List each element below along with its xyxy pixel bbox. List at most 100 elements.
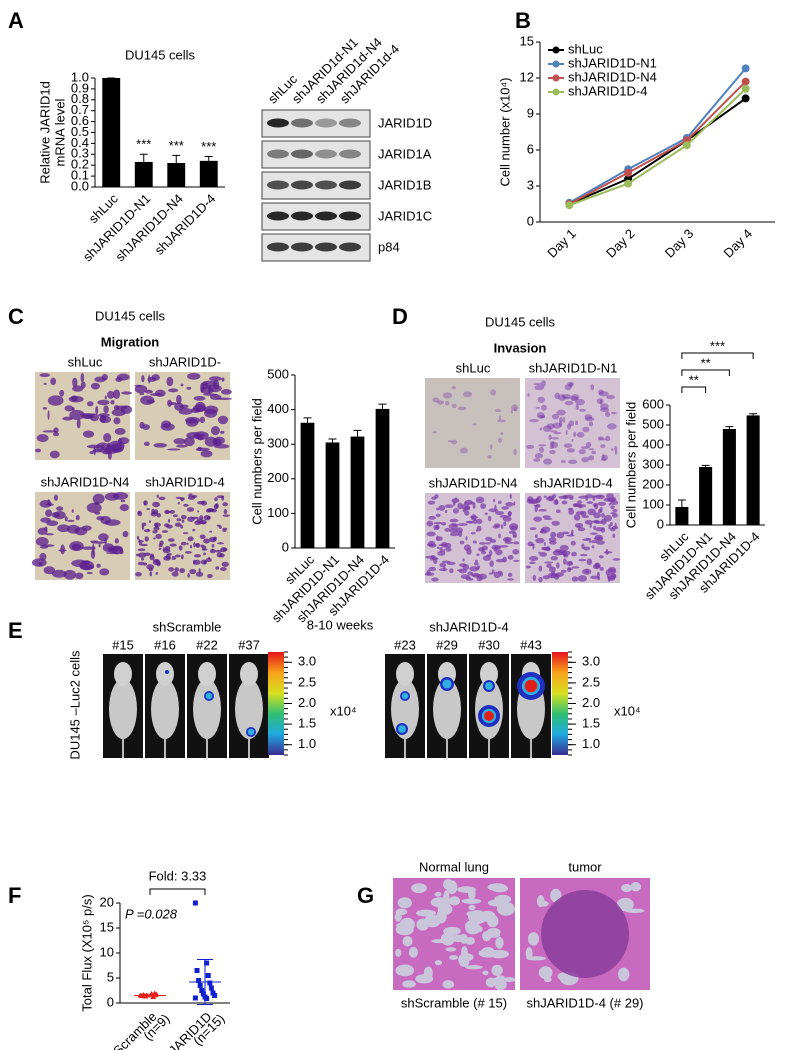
y-tick-label: 20 — [100, 894, 114, 909]
micrograph-texture — [605, 493, 614, 499]
bioluminescence — [485, 682, 493, 690]
micrograph-texture — [512, 559, 520, 562]
series-line — [568, 80, 747, 205]
micrograph-texture — [138, 542, 143, 546]
micrograph-texture — [39, 552, 47, 561]
micrograph-texture — [482, 555, 492, 561]
micrograph-texture — [548, 434, 552, 441]
micrograph-texture — [593, 525, 597, 530]
micrograph-texture — [205, 557, 212, 563]
blot-band — [315, 149, 337, 159]
micrograph-texture — [584, 519, 594, 525]
micrograph-texture — [538, 415, 546, 418]
micrograph-texture — [187, 536, 194, 542]
bar — [134, 161, 153, 187]
protein-label: JARID1B — [378, 177, 431, 192]
micrograph-texture — [512, 531, 517, 538]
micrograph-texture — [207, 573, 213, 579]
micrograph-texture — [605, 435, 611, 442]
significance-label: ** — [701, 355, 711, 370]
y-tick-label: 400 — [267, 401, 289, 416]
blot-band — [315, 211, 337, 221]
micrograph-texture — [600, 527, 606, 533]
alveolus — [624, 908, 645, 914]
micrograph-texture — [140, 543, 148, 547]
micrograph-texture — [533, 383, 543, 386]
micrograph-texture — [69, 541, 84, 552]
micrograph-texture — [588, 539, 592, 543]
y-axis-label: Cell number (x10⁴) — [497, 78, 512, 187]
micrograph-texture — [505, 501, 514, 507]
blot-band — [267, 149, 289, 159]
alveolus — [621, 883, 633, 893]
alveolus — [495, 936, 504, 949]
image-title: Normal lung — [419, 859, 489, 874]
micrograph-texture — [471, 572, 480, 578]
micrograph-texture — [459, 540, 465, 545]
bar — [167, 163, 186, 187]
micrograph-texture — [533, 516, 543, 522]
bioluminescence — [165, 670, 169, 674]
image-caption: shJARID1D-4 (# 29) — [526, 995, 643, 1010]
micrograph-texture — [46, 520, 59, 526]
micrograph-texture — [600, 513, 605, 518]
micrograph-texture — [474, 559, 478, 563]
micrograph-texture — [216, 552, 223, 558]
micrograph-texture — [477, 573, 487, 580]
micrograph-texture — [543, 542, 546, 546]
micrograph-texture — [176, 394, 182, 405]
alveolus — [397, 897, 412, 909]
micrograph-texture — [107, 450, 112, 460]
micrograph-texture — [475, 496, 485, 504]
alveolus — [468, 904, 476, 911]
micrograph-texture — [206, 508, 215, 513]
error-bar — [749, 413, 758, 416]
alveolus — [408, 946, 418, 958]
alveolus — [443, 890, 450, 904]
bar — [746, 415, 760, 525]
micrograph-texture — [472, 540, 478, 544]
mouse-head — [480, 662, 498, 686]
micrograph-texture — [586, 558, 593, 566]
micrograph-texture — [476, 553, 480, 557]
micrograph-texture — [589, 523, 592, 529]
micrograph-texture — [534, 384, 545, 391]
micrograph-texture — [552, 422, 562, 429]
micrograph-texture — [573, 514, 581, 521]
series-line — [568, 97, 747, 205]
micrograph-texture — [576, 431, 585, 438]
micrograph-texture — [168, 388, 179, 393]
significance-bracket — [681, 352, 754, 359]
micrograph-texture — [179, 568, 186, 574]
y-axis-label: Relative JARID1d — [37, 81, 52, 184]
micrograph-texture — [110, 399, 115, 405]
micrograph-texture — [119, 503, 130, 512]
micrograph-texture — [144, 536, 149, 542]
colorbar-unit: x10⁴ — [330, 703, 357, 718]
bioluminescence — [205, 692, 213, 700]
alveolus — [496, 901, 515, 916]
micrograph-texture — [451, 498, 460, 504]
mouse-head — [240, 662, 258, 686]
micrograph-texture — [590, 532, 598, 535]
micrograph-texture — [592, 520, 600, 524]
micrograph-texture — [552, 493, 557, 499]
micrograph-texture — [568, 459, 578, 465]
micrograph-texture — [34, 448, 42, 453]
micrograph-texture — [435, 524, 440, 530]
micrograph-texture — [53, 494, 59, 501]
micrograph-texture — [184, 550, 192, 554]
micrograph-texture — [513, 501, 516, 506]
micrograph-texture — [540, 528, 545, 531]
micrograph-texture — [97, 399, 110, 406]
micrograph-texture — [457, 523, 468, 526]
micrograph-texture — [42, 430, 57, 433]
micrograph-texture — [544, 561, 554, 564]
micrograph-texture — [113, 404, 120, 411]
micrograph-texture — [218, 525, 222, 529]
blot-band — [339, 180, 361, 190]
micrograph-texture — [89, 450, 95, 455]
micrograph-texture — [491, 569, 495, 574]
alveolus — [424, 914, 441, 928]
